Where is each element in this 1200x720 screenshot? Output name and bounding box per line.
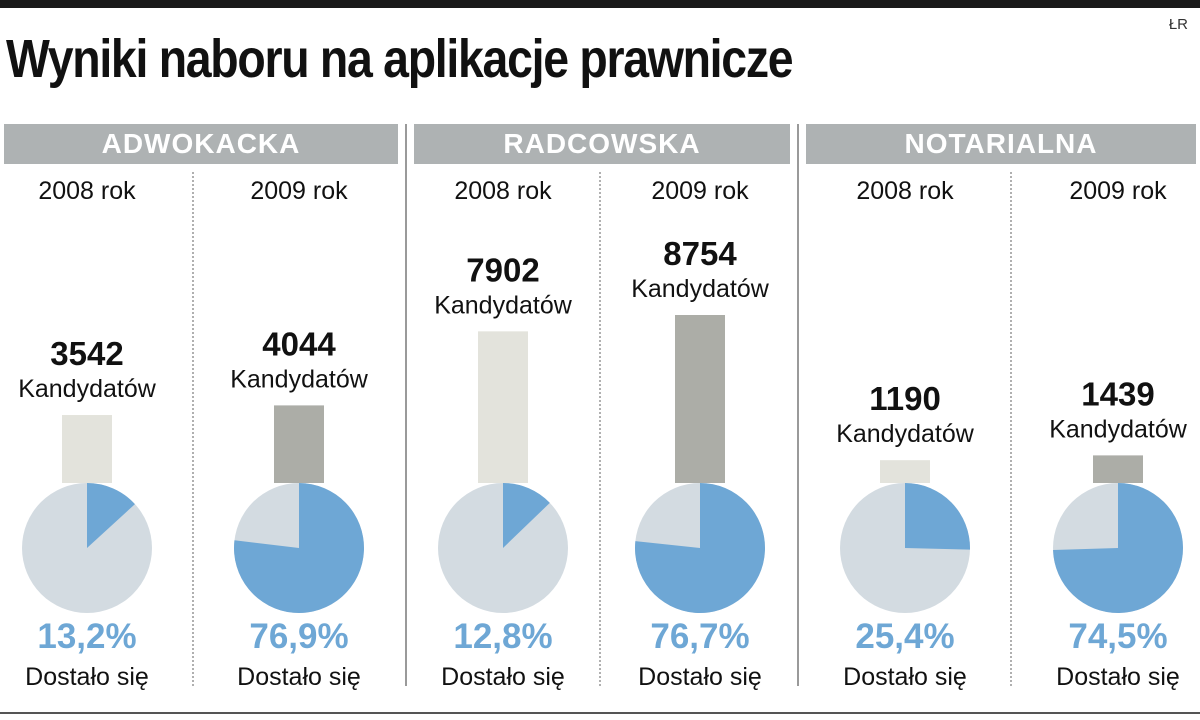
pie-slice-admitted (634, 483, 765, 613)
column-divider (1010, 172, 1012, 686)
top-rule (0, 0, 1200, 8)
pie-slice-admitted (1053, 483, 1183, 614)
pie-slice-admitted (233, 483, 364, 614)
candidates-bar (880, 460, 930, 483)
admitted-percent: 74,5% (1068, 617, 1167, 656)
group-header-notarialna: NOTARIALNA (806, 124, 1196, 164)
candidates-bar (274, 405, 324, 483)
column-divider (599, 172, 601, 686)
bottom-rule (0, 712, 1200, 714)
source-credit: ŁR (1168, 16, 1188, 33)
pie-slice-admitted (503, 483, 550, 548)
candidates-label: Kandydatów (18, 375, 157, 403)
candidates-count: 8754 (663, 235, 737, 272)
admitted-percent: 76,7% (650, 617, 749, 656)
year-label: 2008 rok (38, 177, 136, 205)
candidates-count: 1439 (1081, 375, 1154, 412)
candidates-bar (675, 315, 725, 483)
candidates-count: 3542 (50, 335, 123, 372)
admitted-percent: 12,8% (453, 617, 552, 656)
admitted-label: Dostało się (237, 663, 361, 691)
candidates-label: Kandydatów (631, 275, 770, 303)
year-label: 2009 rok (250, 177, 348, 205)
admitted-label: Dostało się (25, 663, 149, 691)
pie-slice-admitted (905, 483, 971, 550)
candidates-label: Kandydatów (434, 291, 573, 319)
candidates-label: Kandydatów (1049, 415, 1188, 443)
year-label: 2008 rok (454, 177, 552, 205)
candidates-label: Kandydatów (230, 365, 369, 393)
year-label: 2008 rok (856, 177, 954, 205)
column-divider (192, 172, 194, 686)
candidates-bar (478, 331, 528, 483)
pie-slice-admitted (87, 482, 135, 548)
year-label: 2009 rok (651, 177, 749, 205)
group-divider (797, 124, 799, 686)
candidates-label: Kandydatów (836, 420, 975, 448)
group-header-radcowska: RADCOWSKA (414, 124, 790, 164)
admitted-label: Dostało się (843, 663, 967, 691)
candidates-bar (62, 415, 112, 483)
admitted-percent: 76,9% (249, 617, 348, 656)
admitted-label: Dostało się (441, 663, 565, 691)
candidates-count: 1190 (869, 380, 941, 417)
admitted-percent: 25,4% (855, 617, 954, 656)
admitted-label: Dostało się (1056, 663, 1180, 691)
group-divider (405, 124, 407, 686)
admitted-label: Dostało się (638, 663, 762, 691)
candidates-count: 4044 (262, 325, 336, 362)
candidates-count: 7902 (466, 251, 539, 288)
year-label: 2009 rok (1069, 177, 1167, 205)
group-header-adwokacka: ADWOKACKA (4, 124, 398, 164)
admitted-percent: 13,2% (37, 617, 136, 656)
candidates-bar (1093, 455, 1143, 483)
chart-title: Wyniki naboru na aplikacje prawnicze (6, 29, 794, 89)
